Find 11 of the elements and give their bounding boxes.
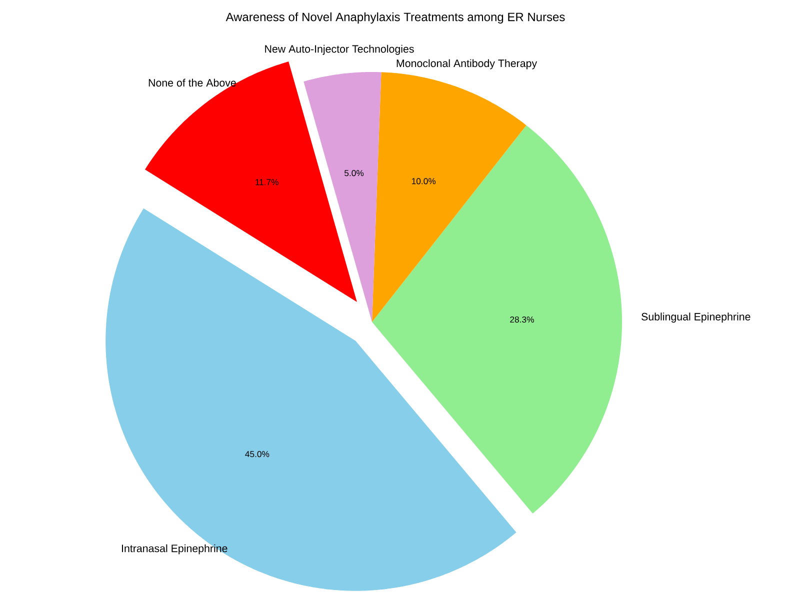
data-label: 5.0%	[344, 170, 364, 176]
slice-label: Monoclonal Antibody Therapy	[396, 59, 538, 70]
data-label: 10.0%	[412, 178, 436, 184]
data-label: 45.0%	[245, 451, 270, 458]
slice-label: Sublingual Epinephrine	[642, 312, 750, 323]
slice-label: None of the Above	[148, 78, 236, 87]
slice-label: Intranasal Epinephrine	[122, 544, 228, 554]
data-label: 11.7%	[256, 179, 278, 186]
chart-title: Awareness of Novel Anaphylaxis Treatments among ER Nurses	[226, 12, 565, 24]
slice-label: New Auto-Injector Technologies	[265, 44, 414, 55]
data-label: 28.3%	[510, 316, 534, 323]
